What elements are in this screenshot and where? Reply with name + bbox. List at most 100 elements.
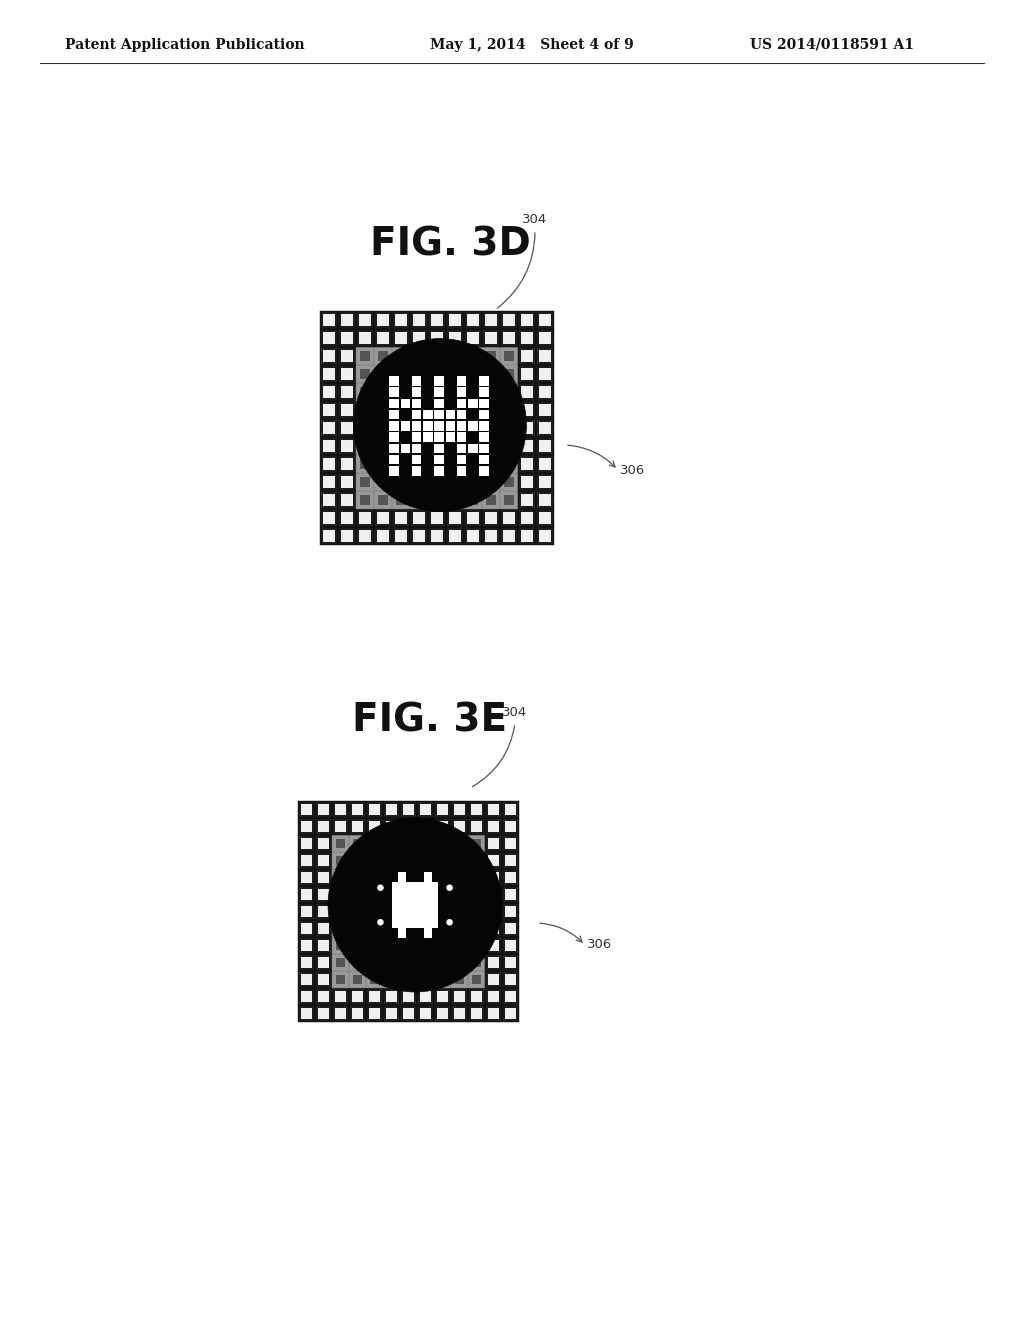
Bar: [500, 491, 518, 510]
Bar: [402, 821, 415, 833]
Bar: [417, 954, 434, 972]
Circle shape: [353, 339, 526, 511]
Bar: [301, 990, 312, 1002]
Bar: [317, 906, 330, 917]
Bar: [349, 920, 366, 937]
Bar: [400, 972, 417, 987]
Bar: [424, 928, 432, 939]
Bar: [349, 836, 366, 851]
Bar: [482, 455, 500, 473]
Bar: [500, 401, 518, 418]
Bar: [434, 954, 451, 972]
Bar: [374, 437, 392, 455]
Bar: [518, 455, 536, 473]
Bar: [412, 433, 422, 442]
Bar: [505, 906, 516, 917]
Bar: [378, 422, 388, 433]
Bar: [434, 466, 444, 475]
Bar: [505, 1007, 516, 1019]
Bar: [487, 940, 500, 952]
Bar: [485, 920, 502, 937]
Bar: [383, 818, 400, 836]
Bar: [482, 527, 500, 545]
Bar: [332, 920, 349, 937]
Bar: [349, 1005, 366, 1022]
Bar: [468, 903, 485, 920]
Bar: [370, 907, 379, 916]
Bar: [396, 422, 407, 433]
Bar: [450, 351, 460, 362]
Bar: [386, 804, 397, 816]
Bar: [451, 818, 468, 836]
Bar: [432, 495, 442, 506]
Bar: [383, 920, 400, 937]
Bar: [454, 990, 466, 1002]
Bar: [301, 974, 312, 986]
Bar: [502, 836, 519, 851]
Bar: [396, 370, 407, 379]
Bar: [455, 907, 464, 916]
Bar: [437, 924, 447, 933]
Bar: [504, 422, 514, 433]
Bar: [471, 990, 482, 1002]
Bar: [457, 409, 466, 420]
Bar: [366, 903, 383, 920]
Bar: [356, 418, 374, 437]
Bar: [536, 312, 554, 329]
Bar: [341, 529, 353, 543]
Bar: [332, 954, 349, 972]
Bar: [317, 804, 330, 816]
Bar: [446, 527, 464, 545]
Bar: [323, 440, 335, 453]
Bar: [503, 512, 515, 524]
Bar: [455, 855, 464, 866]
Bar: [317, 923, 330, 935]
Bar: [451, 1005, 468, 1022]
Bar: [451, 920, 468, 937]
Bar: [315, 987, 332, 1005]
Bar: [383, 851, 400, 869]
Bar: [485, 903, 502, 920]
Bar: [392, 491, 410, 510]
Bar: [468, 444, 477, 453]
Bar: [518, 437, 536, 455]
Bar: [400, 886, 417, 903]
Bar: [366, 937, 383, 954]
Bar: [421, 838, 430, 849]
Bar: [349, 818, 366, 836]
Bar: [482, 312, 500, 329]
Bar: [536, 437, 554, 455]
Bar: [392, 366, 410, 383]
Bar: [360, 387, 370, 397]
Bar: [351, 990, 364, 1002]
Bar: [446, 347, 464, 366]
Bar: [387, 838, 396, 849]
Bar: [421, 873, 430, 882]
Bar: [417, 818, 434, 836]
Bar: [356, 527, 374, 545]
Bar: [536, 401, 554, 418]
Bar: [423, 421, 433, 430]
Bar: [434, 421, 444, 430]
Bar: [504, 370, 514, 379]
Bar: [455, 873, 464, 882]
Bar: [400, 851, 417, 869]
Bar: [366, 987, 383, 1005]
Bar: [446, 491, 464, 510]
Bar: [370, 958, 379, 968]
Bar: [520, 385, 534, 399]
Bar: [298, 818, 315, 836]
Bar: [402, 1007, 415, 1019]
Bar: [468, 399, 477, 408]
Bar: [520, 350, 534, 362]
Circle shape: [377, 919, 384, 925]
Bar: [298, 836, 315, 851]
Bar: [336, 974, 345, 985]
Bar: [536, 491, 554, 510]
Bar: [437, 838, 447, 849]
Bar: [472, 838, 481, 849]
Bar: [410, 401, 428, 418]
Bar: [505, 838, 516, 850]
Bar: [482, 366, 500, 383]
Bar: [356, 312, 374, 329]
